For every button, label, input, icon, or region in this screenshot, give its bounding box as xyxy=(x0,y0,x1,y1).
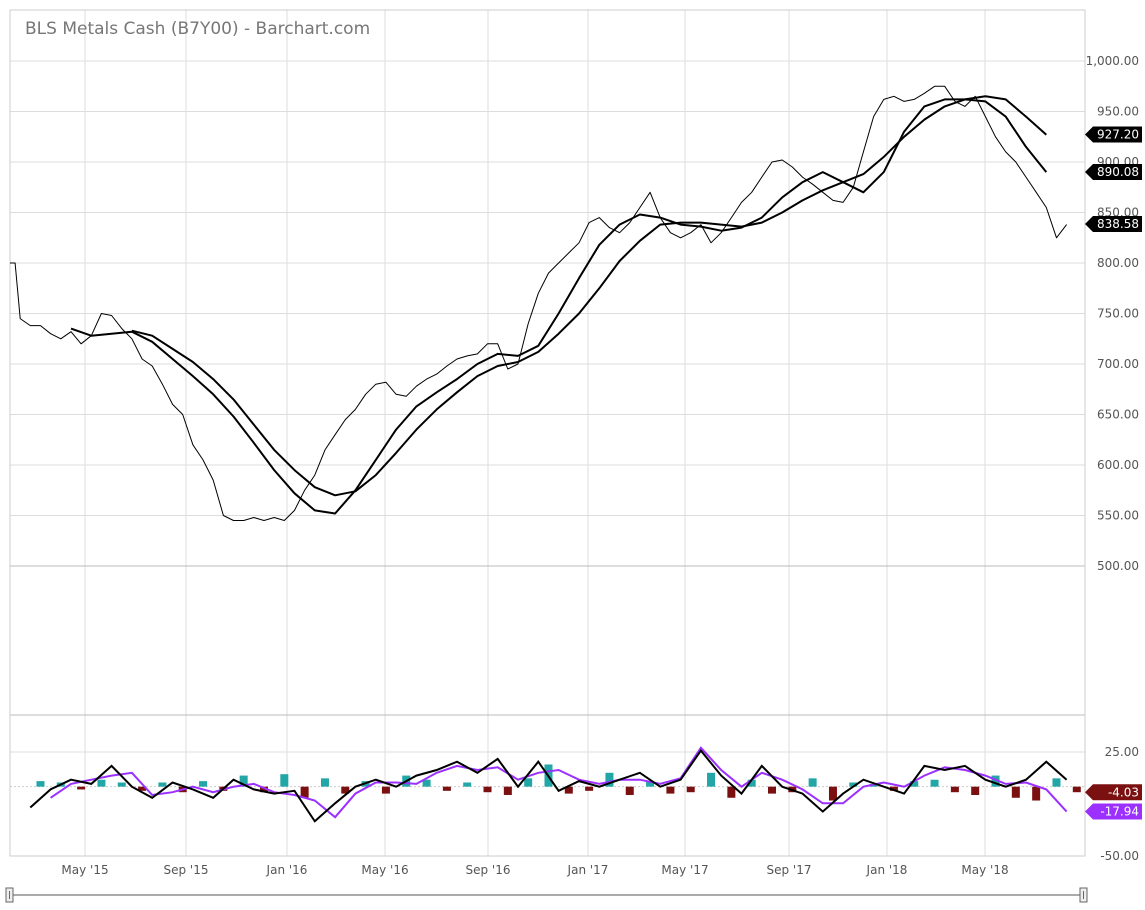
osc-y-tick-label: 25.00 xyxy=(1105,745,1139,759)
histogram-bar xyxy=(138,786,147,791)
x-tick-label: May '16 xyxy=(361,863,408,877)
histogram-bar xyxy=(625,786,634,795)
price-y-tick-label: 750.00 xyxy=(1097,307,1139,321)
histogram-bar xyxy=(442,786,451,791)
x-tick-label: Sep '17 xyxy=(767,863,812,877)
histogram-bar xyxy=(341,786,350,794)
osc-last-value-tag: -17.94 xyxy=(1085,803,1142,820)
histogram-bar xyxy=(666,786,675,794)
histogram-bar xyxy=(1011,786,1020,798)
price-last-value-tag: 890.08 xyxy=(1085,164,1142,181)
histogram-bar xyxy=(1072,786,1081,793)
histogram-bar xyxy=(808,778,817,787)
histogram-bar xyxy=(260,786,268,793)
price-last-value-tag: 927.20 xyxy=(1085,126,1142,143)
histogram-bar xyxy=(1032,786,1041,801)
histogram-bar xyxy=(1052,778,1061,787)
chart-title: BLS Metals Cash (B7Y00) - Barchart.com xyxy=(25,19,370,39)
histogram-bar xyxy=(280,774,289,787)
histogram-bar xyxy=(320,778,329,787)
histogram-bar xyxy=(605,772,614,787)
oscillator-panel xyxy=(29,746,1081,823)
x-tick-label: Jan '16 xyxy=(266,863,308,877)
histogram-bar xyxy=(158,782,167,787)
price-y-tick-label: 950.00 xyxy=(1097,105,1139,119)
x-tick-label: Jan '18 xyxy=(866,863,908,877)
histogram-bar xyxy=(300,786,309,798)
histogram-bar xyxy=(747,779,756,787)
x-tick-label: May '18 xyxy=(961,863,1008,877)
histogram-bar xyxy=(199,781,208,787)
histogram-bar xyxy=(381,786,390,794)
series-moving-average-slow xyxy=(131,95,1047,497)
x-tick-label: Jan '17 xyxy=(567,863,609,877)
price-y-tick-label: 500.00 xyxy=(1097,559,1139,573)
price-y-tick-label: 600.00 xyxy=(1097,458,1139,472)
osc-line-main xyxy=(29,748,1068,823)
x-tick-label: Sep '16 xyxy=(466,863,511,877)
histogram-bar xyxy=(849,782,858,787)
plot-frame xyxy=(9,9,1086,857)
histogram-bar xyxy=(564,786,573,794)
osc-line-signal xyxy=(50,746,1068,819)
price-last-value-label: 890.08 xyxy=(1097,165,1139,179)
x-tick-label: May '17 xyxy=(661,863,708,877)
histogram-bar xyxy=(889,786,898,791)
osc-last-value-tag: -4.03 xyxy=(1085,784,1142,801)
histogram-bar xyxy=(950,786,959,793)
price-y-tick-label: 1,000.00 xyxy=(1086,54,1139,68)
price-y-tick-label: 850.00 xyxy=(1097,206,1139,220)
x-tick-label: May '15 xyxy=(61,863,108,877)
histogram-bar xyxy=(503,786,512,795)
series-moving-average-fast xyxy=(70,98,1048,515)
histogram-bar xyxy=(422,779,431,787)
histogram-bar xyxy=(239,775,248,787)
series-price xyxy=(10,85,1067,521)
histogram-bar xyxy=(36,781,45,787)
osc-last-value-label: -17.94 xyxy=(1100,805,1139,819)
price-y-tick-label: 800.00 xyxy=(1097,256,1139,270)
histogram-bar xyxy=(727,786,736,798)
osc-last-value-label: -4.03 xyxy=(1108,785,1139,799)
histogram-bar xyxy=(524,778,533,787)
grid xyxy=(10,10,1085,857)
histogram-bar xyxy=(117,782,126,787)
histogram-bar xyxy=(97,779,106,787)
price-last-value-label: 838.58 xyxy=(1097,217,1139,231)
price-y-tick-label: 650.00 xyxy=(1097,408,1139,422)
scrollbar[interactable] xyxy=(5,887,1088,903)
axes: May '15 Sep '15 Jan '16 May '16 Sep '16 Jan '… xyxy=(61,54,1139,877)
histogram-bar xyxy=(768,786,776,794)
histogram-bar xyxy=(483,786,492,793)
x-tick-label: Sep '15 xyxy=(164,863,209,877)
histogram-bar xyxy=(646,781,655,787)
price-y-tick-label: 700.00 xyxy=(1097,357,1139,371)
last-value-tags: 927.20 890.08 838.58 -4.03 -17.94 xyxy=(1085,126,1142,820)
histogram-bar xyxy=(463,782,472,787)
histogram-bar xyxy=(930,779,939,787)
price-y-tick-label: 550.00 xyxy=(1097,509,1139,523)
price-panel xyxy=(10,85,1067,521)
histogram-bar xyxy=(686,786,695,793)
price-last-value-label: 927.20 xyxy=(1097,128,1139,142)
histogram-bar xyxy=(991,775,1000,787)
histogram-bar xyxy=(971,786,980,795)
histogram-bar xyxy=(828,786,837,801)
histogram-bar xyxy=(707,772,716,787)
histogram-bar xyxy=(77,786,86,790)
osc-y-tick-label: -50.00 xyxy=(1100,849,1139,863)
histogram-bar xyxy=(585,786,594,791)
histogram-bar xyxy=(910,781,919,787)
price-last-value-tag: 838.58 xyxy=(1085,216,1142,233)
